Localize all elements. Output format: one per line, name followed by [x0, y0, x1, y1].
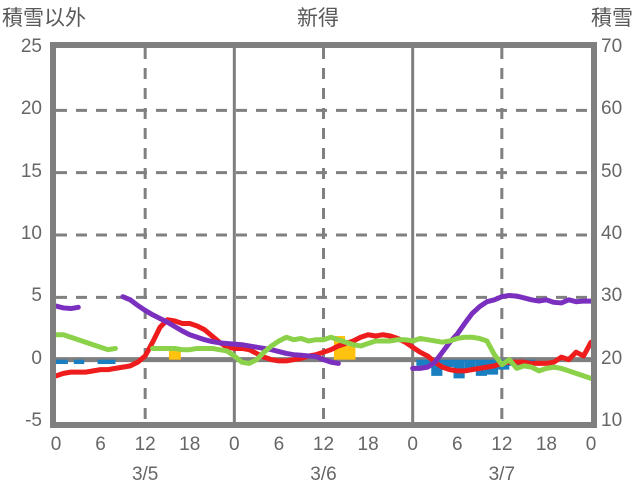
left-tick-label: 5 [31, 285, 42, 307]
bar-降雪 [56, 359, 68, 365]
x-tick-label: 18 [179, 434, 201, 455]
bar-降雪 [73, 359, 85, 365]
x-tick-label: 6 [273, 434, 285, 455]
chart-svg [56, 48, 591, 422]
x-tick-label: 18 [357, 434, 379, 455]
series-line-その他 [150, 334, 591, 381]
right-tick-label: 70 [601, 36, 623, 57]
bar-降雪 [442, 359, 454, 368]
left-tick-label: 10 [20, 223, 42, 244]
right-axis-title: 積雪 [591, 7, 633, 30]
plot-frame [50, 42, 597, 428]
left-tick-label: 25 [20, 36, 42, 57]
left-tick-label: 15 [20, 160, 42, 182]
left-tick-label: 20 [20, 98, 42, 120]
right-tick-label: 40 [601, 223, 623, 244]
plot-area [56, 48, 591, 422]
bar-降雪 [431, 359, 443, 376]
bar-降水 [168, 350, 181, 360]
x-tick-label: 0 [229, 434, 240, 455]
x-tick-label: 18 [535, 434, 557, 455]
x-tick-label: 0 [50, 434, 62, 455]
left-tick-label: -5 [25, 410, 42, 431]
x-tick-label: 12 [312, 434, 335, 455]
right-tick-label: 10 [601, 410, 623, 431]
series-line-積雪深 [120, 294, 341, 366]
series-line-その他 [56, 332, 118, 353]
series-line-積雪深 [56, 303, 81, 312]
bar-降雪 [97, 359, 116, 365]
x-day-label: 3/5 [131, 464, 159, 485]
x-tick-label: 12 [491, 434, 513, 455]
chart-title: 新得 [297, 7, 339, 30]
bar-降雪 [416, 359, 432, 366]
left-tick-label: 0 [31, 347, 42, 369]
series-line-積雪深 [410, 292, 591, 371]
x-day-label: 3/6 [310, 464, 337, 485]
x-tick-label: 0 [407, 434, 418, 455]
right-tick-label: 20 [601, 347, 623, 369]
x-day-label: 3/7 [488, 464, 516, 485]
bar-降水 [345, 345, 356, 360]
x-tick-label: 6 [95, 434, 106, 455]
right-tick-label: 30 [601, 285, 623, 307]
x-tick-label: 12 [134, 434, 156, 455]
x-tick-label: 6 [451, 434, 463, 455]
right-tick-label: 50 [601, 160, 623, 182]
right-tick-label: 60 [601, 98, 623, 120]
x-tick-label: 0 [585, 434, 597, 455]
bar-降雪 [464, 359, 476, 371]
left-axis-title: 積雪以外 [2, 7, 86, 30]
